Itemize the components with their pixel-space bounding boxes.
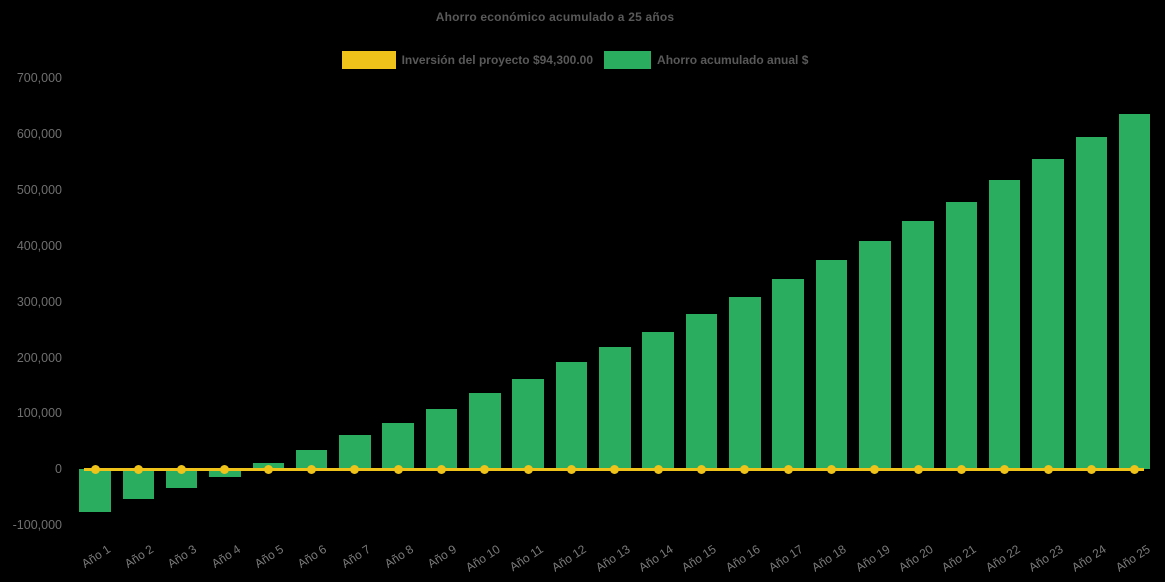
chart-title: Ahorro económico acumulado a 25 años: [435, 10, 675, 24]
investment-line-marker: [523, 464, 533, 474]
x-axis-label: Año 25: [1112, 542, 1153, 575]
investment-line-marker: [956, 464, 966, 474]
investment-line-marker: [1086, 464, 1096, 474]
investment-line-marker: [1130, 464, 1140, 474]
savings-bar: [382, 422, 414, 470]
x-axis-label: Año 3: [165, 542, 200, 571]
x-axis-label: Año 8: [381, 542, 416, 571]
x-axis-label: Año 4: [208, 542, 243, 571]
y-axis-tick-label: 100,000: [16, 406, 62, 421]
investment-line-marker: [740, 464, 750, 474]
savings-bar: [859, 241, 891, 470]
investment-line-marker: [913, 464, 923, 474]
savings-bar: [729, 297, 761, 470]
savings-bar: [122, 469, 155, 500]
investment-legend-swatch-icon: [341, 51, 396, 69]
x-axis-label: Año 22: [982, 542, 1023, 575]
x-axis-label: Año 17: [766, 542, 806, 575]
legend-item-investment: Inversión del proyecto $94,300.00: [341, 51, 594, 69]
investment-line-marker: [90, 464, 100, 474]
savings-bar: [425, 408, 458, 470]
savings-bar: [772, 279, 804, 470]
y-axis-tick-label: 300,000: [16, 294, 62, 309]
x-axis-label: Año 9: [425, 542, 460, 571]
x-axis-label: Año 10: [462, 542, 503, 575]
investment-line-marker: [263, 464, 273, 474]
x-axis-label: Año 2: [122, 542, 156, 571]
investment-line-marker: [567, 464, 577, 474]
y-axis-tick-label: 400,000: [16, 238, 62, 253]
savings-bar: [512, 379, 544, 470]
x-axis-label: Año 14: [636, 542, 676, 575]
x-axis-label: Año 18: [809, 542, 850, 575]
y-axis-tick-label: 500,000: [16, 183, 62, 197]
savings-bar: [642, 331, 674, 470]
savings-bar: [555, 362, 588, 470]
x-axis-label: Año 11: [507, 542, 546, 574]
x-axis-label: Año 19: [852, 542, 893, 575]
y-axis-tick-label: 200,000: [16, 350, 62, 365]
x-axis-label: Año 24: [1069, 542, 1109, 575]
savings-bar: [599, 346, 631, 470]
savings-bar: [165, 469, 198, 489]
investment-line-marker: [220, 464, 230, 474]
x-axis-label: Año 1: [78, 542, 113, 571]
investment-line-marker: [653, 464, 663, 474]
investment-line-marker: [1000, 464, 1010, 474]
investment-line-marker: [177, 464, 187, 474]
savings-bar: [685, 314, 718, 470]
savings-bar: [469, 393, 501, 470]
legend: Inversión del proyecto $94,300.00 Ahorro…: [0, 51, 1150, 69]
investment-line-marker: [826, 464, 836, 474]
savings-bar: [295, 450, 328, 470]
investment-line-marker: [437, 464, 447, 474]
x-axis-label: Año 21: [939, 542, 980, 575]
savings-bar: [339, 435, 371, 470]
savings-bar: [945, 201, 978, 470]
x-axis-label: Año 7: [338, 542, 373, 571]
x-axis-label: Año 20: [896, 542, 936, 575]
legend-item-savings: Ahorro acumulado anual $: [604, 51, 808, 69]
x-axis-label: Año 23: [1026, 542, 1066, 575]
y-axis-tick-label: -100,000: [12, 518, 62, 533]
x-axis-label: Año 13: [592, 542, 633, 575]
savings-bar: [1032, 159, 1064, 470]
investment-line-marker: [350, 464, 360, 474]
y-axis-tick-label: 0: [55, 462, 62, 477]
investment-line-marker: [783, 464, 793, 474]
x-axis-label: Año 16: [722, 542, 763, 575]
investment-line-marker: [870, 464, 880, 474]
savings-bar: [1075, 136, 1108, 470]
savings-legend-swatch-icon: [604, 51, 652, 69]
savings-bar: [815, 260, 848, 470]
x-axis-label: Año 12: [549, 542, 590, 575]
investment-line-marker: [133, 464, 143, 474]
y-axis-tick-label: 600,000: [16, 127, 62, 142]
investment-line-marker: [610, 464, 620, 474]
investment-line-marker: [393, 464, 403, 474]
savings-bar: [902, 221, 934, 470]
x-axis-label: Año 5: [251, 542, 286, 571]
investment-line-marker: [696, 464, 706, 474]
investment-line-marker: [1043, 464, 1053, 474]
legend-label-investment: Inversión del proyecto $94,300.00: [401, 53, 594, 67]
savings-bar: [1118, 113, 1151, 470]
y-axis-tick-label: 700,000: [16, 71, 62, 86]
savings-bar: [79, 469, 111, 513]
savings-bar: [988, 179, 1021, 470]
x-axis-label: Año 6: [295, 542, 330, 571]
investment-line-marker: [480, 464, 490, 474]
x-axis-label: Año 15: [679, 542, 720, 575]
legend-label-savings: Ahorro acumulado anual $: [657, 53, 809, 67]
investment-line-marker: [307, 464, 317, 474]
